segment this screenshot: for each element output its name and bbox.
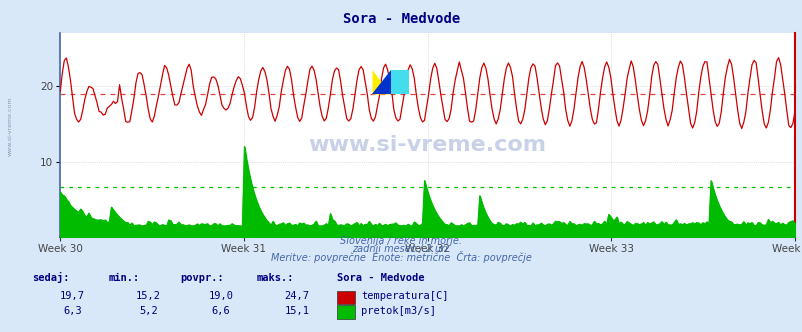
Text: temperatura[C]: temperatura[C]: [361, 291, 448, 301]
Text: zadnji mesec / 2 uri.: zadnji mesec / 2 uri.: [351, 244, 451, 254]
Polygon shape: [372, 70, 391, 95]
Polygon shape: [372, 70, 391, 95]
Text: Sora - Medvode: Sora - Medvode: [337, 273, 424, 283]
Text: www.si-vreme.com: www.si-vreme.com: [8, 96, 13, 156]
Text: 15,1: 15,1: [284, 306, 310, 316]
Text: www.si-vreme.com: www.si-vreme.com: [308, 135, 546, 155]
Text: Slovenija / reke in morje.: Slovenija / reke in morje.: [340, 236, 462, 246]
Text: min.:: min.:: [108, 273, 140, 283]
Text: 19,7: 19,7: [59, 291, 85, 301]
Text: povpr.:: povpr.:: [180, 273, 224, 283]
Text: Sora - Medvode: Sora - Medvode: [342, 12, 460, 26]
Text: maks.:: maks.:: [257, 273, 294, 283]
Text: 24,7: 24,7: [284, 291, 310, 301]
Text: 15,2: 15,2: [136, 291, 161, 301]
Text: 6,3: 6,3: [63, 306, 82, 316]
Text: sedaj:: sedaj:: [32, 272, 70, 283]
Text: Meritve: povprečne  Enote: metrične  Črta: povprečje: Meritve: povprečne Enote: metrične Črta:…: [271, 251, 531, 263]
Text: pretok[m3/s]: pretok[m3/s]: [361, 306, 435, 316]
Text: 6,6: 6,6: [211, 306, 230, 316]
Text: 5,2: 5,2: [139, 306, 158, 316]
Polygon shape: [391, 70, 409, 95]
Text: 19,0: 19,0: [208, 291, 233, 301]
